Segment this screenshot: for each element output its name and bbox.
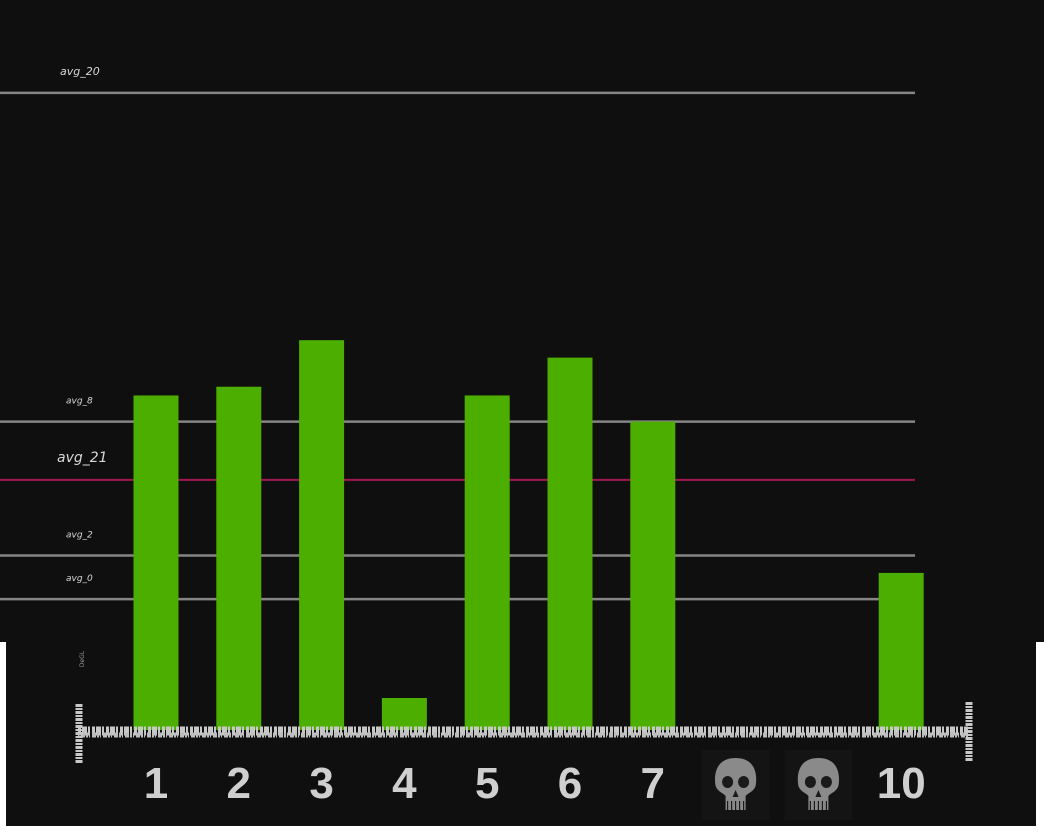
x-tick-label: 10 [877, 759, 926, 808]
reference-line-label: avg_0 [66, 574, 93, 584]
x-tick-labels: 1 2 3 4 5 6 7 10 [144, 750, 926, 820]
reference-line-label: avg_8 [66, 397, 93, 407]
bar-2 [216, 386, 262, 730]
x-tick-label: 7 [641, 759, 665, 808]
x-tick-label: 3 [309, 759, 333, 808]
x-tick-label: 1 [144, 759, 168, 808]
bars [133, 340, 924, 730]
bar-4 [381, 698, 427, 730]
y-axis-label: DeGL [79, 650, 86, 667]
reference-line-label: avg_2 [66, 530, 93, 540]
x-tick-label: 6 [558, 759, 582, 808]
reference-line-label: avg_20 [60, 65, 100, 78]
x-tick-label: 5 [475, 759, 499, 808]
x-tick-label: 4 [392, 759, 417, 808]
x-axis [75, 702, 973, 764]
skull-icon [784, 750, 853, 820]
skull-icon [701, 750, 770, 820]
bar-3 [299, 340, 345, 730]
bar-6 [547, 357, 593, 730]
bar-5 [464, 395, 510, 730]
x-tick-label: 2 [227, 759, 251, 808]
bar-1 [133, 395, 179, 730]
bar-10 [878, 572, 924, 730]
bar-7 [630, 421, 676, 730]
reference-line-label: avg_21 [57, 450, 108, 466]
